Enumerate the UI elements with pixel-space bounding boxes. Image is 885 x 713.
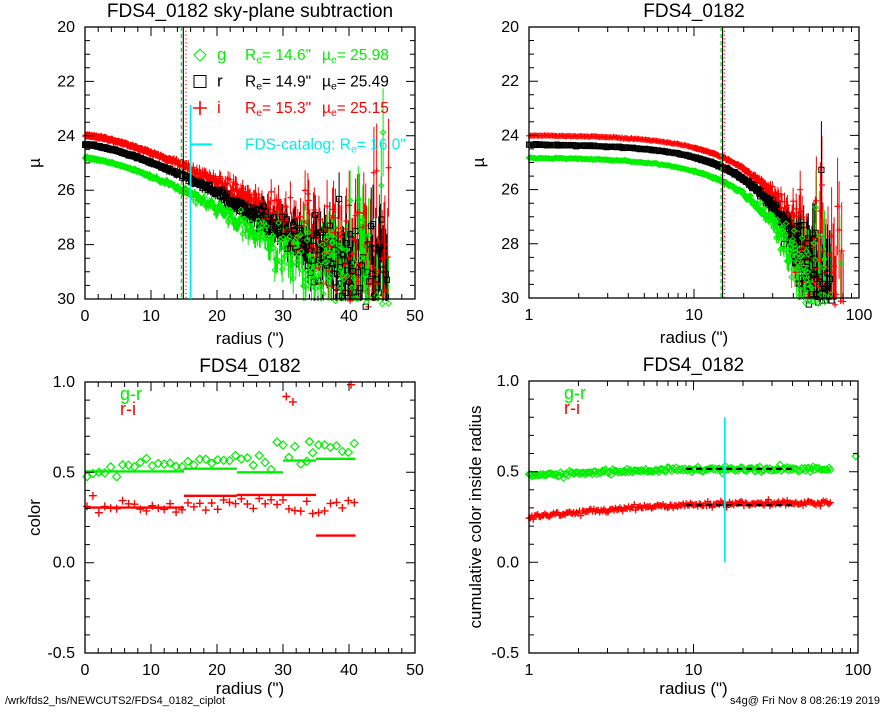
- svg-text:20: 20: [57, 19, 75, 36]
- svg-text:30: 30: [274, 662, 292, 679]
- svg-text:26: 26: [501, 182, 519, 199]
- svg-text:FDS4_0182 sky-plane subtractio: FDS4_0182 sky-plane subtraction: [107, 1, 393, 22]
- svg-text:20: 20: [208, 308, 226, 325]
- svg-text:10: 10: [685, 662, 703, 679]
- svg-text:10: 10: [142, 662, 160, 679]
- svg-text:50: 50: [406, 308, 424, 325]
- svg-text:0.0: 0.0: [497, 554, 519, 571]
- svg-text:50: 50: [406, 662, 424, 679]
- svg-text:22: 22: [501, 73, 519, 90]
- svg-text:22: 22: [57, 73, 75, 90]
- svg-text:FDS4_0182: FDS4_0182: [643, 1, 744, 22]
- svg-text:Re= 14.9": Re= 14.9": [245, 74, 311, 93]
- svg-text:0: 0: [81, 662, 90, 679]
- svg-text:-0.5: -0.5: [491, 645, 519, 662]
- svg-text:Re= 15.3": Re= 15.3": [245, 100, 311, 119]
- svg-text:cumulative color inside radius: cumulative color inside radius: [466, 406, 485, 629]
- svg-text:µ: µ: [25, 158, 44, 168]
- svg-text:30: 30: [501, 290, 519, 307]
- svg-text:radius ("): radius ("): [660, 328, 728, 347]
- svg-text:40: 40: [340, 308, 358, 325]
- svg-text:28: 28: [501, 236, 519, 253]
- svg-text:20: 20: [208, 662, 226, 679]
- svg-text:10: 10: [142, 308, 160, 325]
- svg-text:20: 20: [501, 19, 519, 36]
- svg-text:10: 10: [685, 307, 703, 324]
- svg-text:1: 1: [525, 662, 534, 679]
- svg-text:24: 24: [501, 127, 519, 144]
- svg-text:color: color: [25, 499, 44, 536]
- svg-text:1.0: 1.0: [497, 373, 519, 390]
- svg-text:26: 26: [57, 182, 75, 199]
- svg-text:0.0: 0.0: [53, 555, 75, 572]
- svg-text:100: 100: [846, 307, 873, 324]
- svg-text:1: 1: [525, 307, 534, 324]
- svg-text:FDS-catalog: Re= 16.0": FDS-catalog: Re= 16.0": [245, 137, 406, 156]
- svg-text:0.5: 0.5: [53, 464, 75, 481]
- svg-text:-0.5: -0.5: [47, 645, 75, 662]
- svg-text:g: g: [217, 45, 226, 64]
- svg-text:/wrk/fds2_hs/NEWCUTS2/FDS4_018: /wrk/fds2_hs/NEWCUTS2/FDS4_0182_ciplot: [5, 695, 225, 707]
- svg-text:24: 24: [57, 128, 75, 145]
- svg-text:FDS4_0182: FDS4_0182: [199, 356, 300, 377]
- svg-text:i: i: [217, 98, 221, 117]
- svg-text:µ: µ: [469, 157, 488, 167]
- svg-text:0.5: 0.5: [497, 464, 519, 481]
- svg-text:30: 30: [274, 308, 292, 325]
- svg-text:r-i: r-i: [120, 399, 136, 419]
- svg-text:100: 100: [845, 662, 872, 679]
- svg-text:Re= 14.6": Re= 14.6": [245, 47, 311, 66]
- svg-text:28: 28: [57, 237, 75, 254]
- svg-text:0: 0: [81, 308, 90, 325]
- svg-text:30: 30: [57, 291, 75, 308]
- svg-text:40: 40: [340, 662, 358, 679]
- svg-text:r: r: [217, 72, 223, 91]
- svg-text:radius ("): radius ("): [216, 679, 284, 698]
- svg-text:1.0: 1.0: [53, 374, 75, 391]
- svg-text:s4g@ Fri Nov 8 08:26:19 2019: s4g@ Fri Nov 8 08:26:19 2019: [730, 695, 880, 707]
- svg-text:FDS4_0182: FDS4_0182: [643, 355, 744, 376]
- svg-text:radius ("): radius ("): [216, 329, 284, 348]
- svg-text:radius ("): radius ("): [659, 679, 727, 698]
- svg-text:r-i: r-i: [564, 398, 580, 418]
